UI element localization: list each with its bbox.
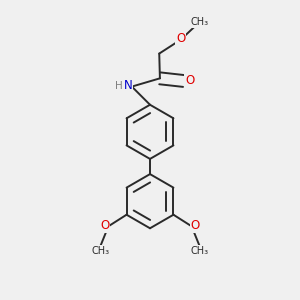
Text: O: O [100,219,110,232]
Text: CH₃: CH₃ [91,246,109,256]
Text: O: O [185,74,194,88]
Text: H: H [116,81,123,91]
Text: N: N [124,79,132,92]
Text: CH₃: CH₃ [191,17,209,27]
Text: O: O [190,219,200,232]
Text: CH₃: CH₃ [191,246,209,256]
Text: O: O [176,32,185,45]
